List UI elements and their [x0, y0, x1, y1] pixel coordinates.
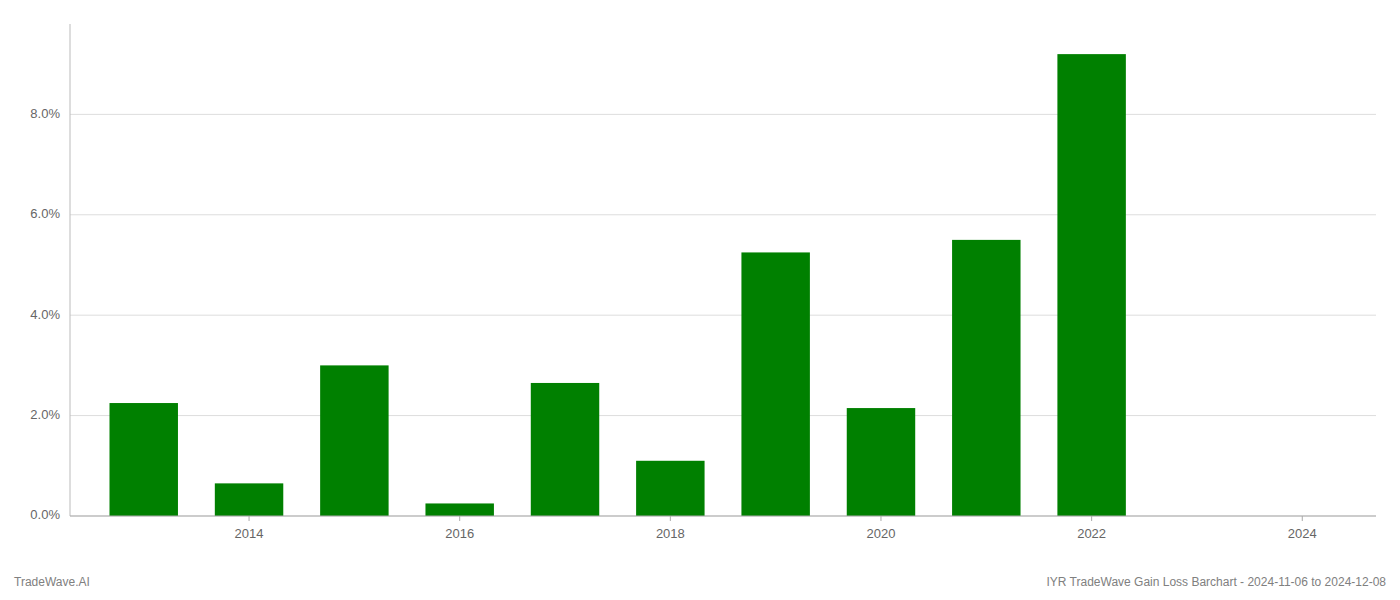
grid-line [70, 315, 1376, 316]
x-tick [1091, 516, 1092, 521]
y-tick-label: 2.0% [30, 407, 60, 422]
grid [70, 114, 1376, 516]
x-axis-line [70, 516, 1376, 517]
bar [109, 403, 177, 516]
footer-text: IYR TradeWave Gain Loss Barchart - 2024-… [1046, 575, 1386, 589]
grid-line [70, 516, 1376, 517]
y-tick-label: 4.0% [30, 307, 60, 322]
footer-text: TradeWave.AI [14, 575, 90, 589]
y-axis-line [70, 24, 71, 516]
x-tick [1302, 516, 1303, 521]
x-tick-label: 2024 [1288, 526, 1317, 541]
x-tick [880, 516, 881, 521]
bar [531, 383, 599, 516]
y-tick-label: 6.0% [30, 206, 60, 221]
bar [741, 252, 809, 516]
grid-line [70, 214, 1376, 215]
bar [425, 503, 493, 516]
x-tick [249, 516, 250, 521]
bar [952, 240, 1020, 516]
x-tick [670, 516, 671, 521]
x-tick [459, 516, 460, 521]
x-tick-label: 2018 [656, 526, 685, 541]
grid-line [70, 114, 1376, 115]
y-tick-label: 0.0% [30, 507, 60, 522]
bar [636, 461, 704, 516]
bars [109, 54, 1125, 516]
x-tick-label: 2014 [235, 526, 264, 541]
y-tick-label: 8.0% [30, 106, 60, 121]
x-tick-label: 2022 [1077, 526, 1106, 541]
chart-container: 0.0% 2.0% 4.0% 6.0% 8.0% 2014 2016 2018 2020 2022… [0, 0, 1400, 600]
bar [1057, 54, 1125, 516]
bar [320, 365, 388, 516]
chart: 0.0% 2.0% 4.0% 6.0% 8.0% 2014 2016 2018 2020 2022… [0, 0, 1400, 600]
bar [215, 483, 283, 516]
x-tick-label: 2020 [867, 526, 896, 541]
x-tick-label: 2016 [445, 526, 474, 541]
grid-line [70, 415, 1376, 416]
bar [847, 408, 915, 516]
